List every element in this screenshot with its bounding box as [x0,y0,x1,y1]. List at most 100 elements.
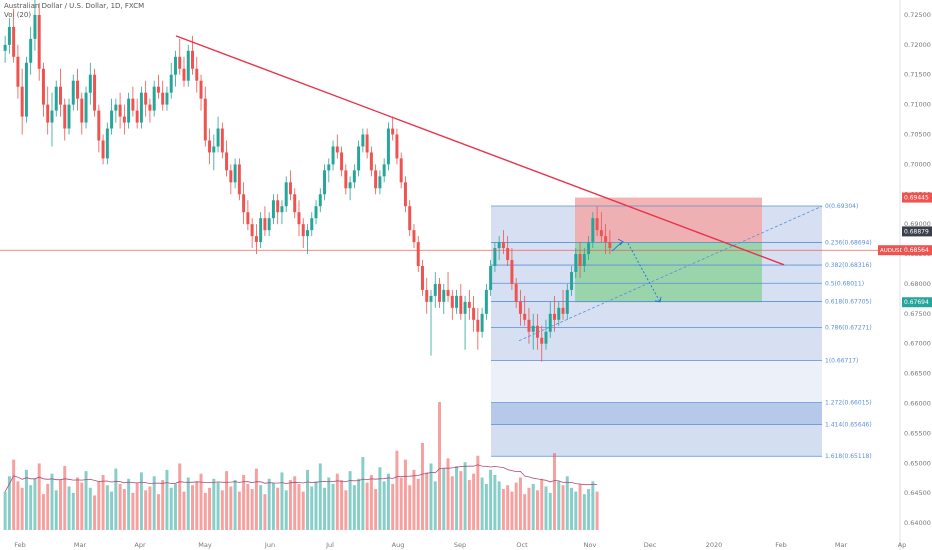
volume-bar [63,466,67,530]
volume-bar [80,482,84,530]
volume-bar [122,489,126,530]
candle-body [7,26,11,45]
candle-body [608,242,612,249]
candle-body [348,182,352,189]
candle-body [46,104,50,123]
volume-bar [288,480,292,530]
volume-bar [148,486,152,530]
time-tick-label: Aug [392,541,405,549]
volume-bar [144,490,148,530]
candle-body [484,289,488,314]
time-axis[interactable]: Feb Mar Apr May Jun Jul Aug Sep Oct Nov Dec 2020 Feb… [14,541,906,549]
volume-bar [493,474,497,530]
volume-bar [340,480,344,530]
volume-bar [50,473,54,530]
volume-bar [510,491,514,530]
volume-bar [195,481,199,530]
candle-body [416,242,420,267]
candle-body [41,68,45,105]
fib-zone-gap [491,360,822,403]
candle-body [191,50,195,69]
time-tick-label: Nov [584,541,597,549]
volume-bar [110,491,114,530]
volume-bar [93,495,97,530]
volume-bar [199,473,203,530]
candle-body [271,200,275,219]
volume-bar [438,402,442,530]
volume-bar [114,468,118,530]
downtrend-line [175,35,785,266]
candle-body [250,224,254,237]
candle-body [318,194,322,207]
volume-bar [574,491,578,530]
volume-bar [429,463,433,530]
candle-body [80,98,84,123]
candle-body [50,110,54,123]
volume-bar [540,478,544,530]
volume-bar [84,471,88,530]
candle-body [544,331,548,344]
candle-body [263,218,267,231]
volume-bar [480,477,484,530]
volume-bar [267,478,271,530]
candle-body [59,86,62,105]
volume-bar [33,478,37,530]
volume-bar [67,486,71,530]
volume-bar [582,494,586,530]
volume-bar [327,477,331,530]
volume-bar [433,481,437,530]
candle-body [561,307,565,314]
volume-bar [450,476,454,530]
candle-body [357,146,361,171]
volume-bar [297,483,301,530]
price-axis[interactable]: 0.64000 0.64500 0.65000 0.65500 0.66000 0.665… [899,0,931,550]
candle-body [582,254,586,267]
candle-body [455,295,459,308]
volume-bar [191,485,195,530]
candle-body [365,134,369,153]
candle-body [110,110,114,129]
candle-body [301,224,305,237]
volume-bar [88,487,92,530]
candle-body [246,212,250,225]
volume-bar [446,458,450,530]
candle-body [297,212,301,225]
volume-bar [118,483,122,530]
candle-body [131,98,135,111]
candle-body [20,86,24,117]
price-tag [902,192,932,203]
volume-bar [173,483,177,530]
candle-body [84,92,88,123]
candle-body [29,38,33,63]
volume-bar [254,468,258,530]
candle-body [37,14,41,69]
candle-body [433,283,437,296]
position-boxes [575,197,762,303]
candle-body [127,98,131,123]
time-tick-label: Dec [644,541,657,549]
volume-bar [412,469,416,530]
volume-bar [97,481,101,530]
candle-body [203,98,207,141]
candle-body [438,283,442,302]
candle-body [208,140,212,153]
candle-body [195,68,199,81]
volume-bar [403,459,407,530]
volume-bar [161,480,165,530]
candle-body [382,164,386,177]
candle-body [493,248,497,267]
volume-bar [323,487,327,530]
candle-body [553,313,556,320]
candle-body [12,26,16,57]
volume-bar [548,492,552,530]
price-tick-label: 0.64500 [904,489,931,497]
volume-bar [518,477,522,530]
candle-body [293,194,297,213]
volume-bar [420,442,424,530]
candle-body [446,289,450,296]
candle-body [420,266,424,290]
time-tick-label: Ap [898,541,907,549]
candle-body [489,266,493,290]
candle-body [148,104,152,111]
